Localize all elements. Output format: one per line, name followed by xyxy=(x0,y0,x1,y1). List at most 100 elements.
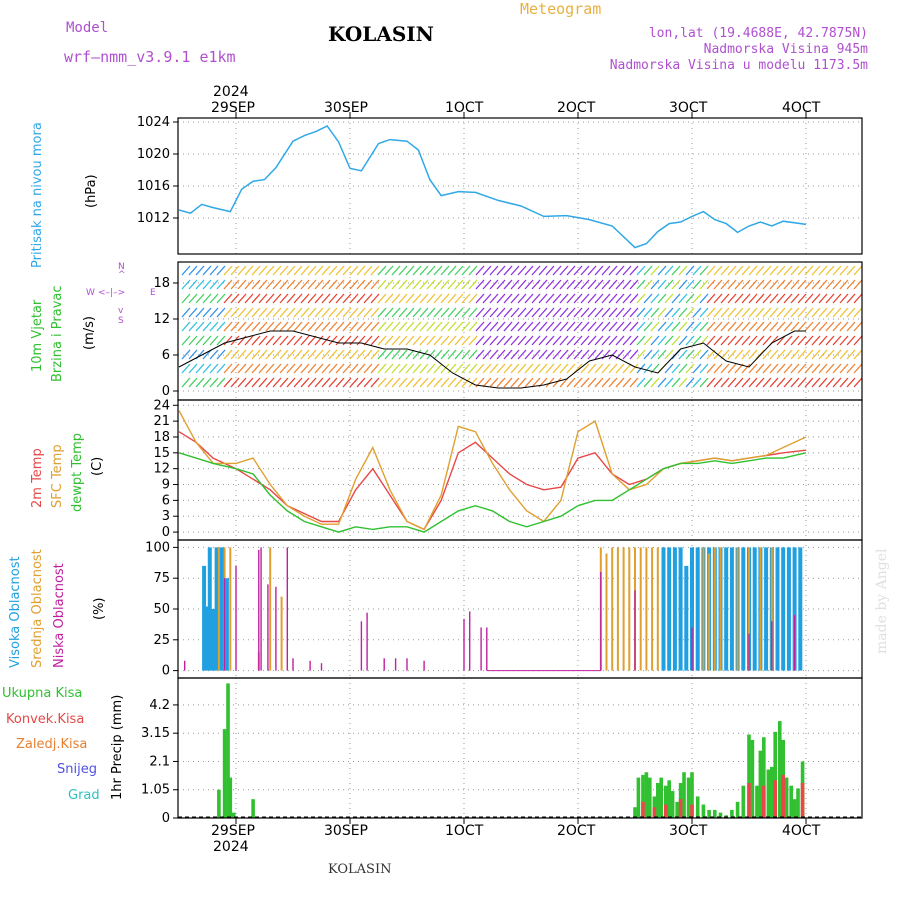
wind-barb xyxy=(412,377,422,388)
wind-barb xyxy=(580,265,590,276)
wind-barb xyxy=(846,335,856,346)
wind-barb xyxy=(783,307,793,318)
wind-barb xyxy=(832,377,842,388)
precip-conv-bar xyxy=(641,801,645,818)
wind-barb xyxy=(251,349,261,360)
wind-barb xyxy=(853,349,863,360)
precip-total-bar xyxy=(784,777,789,818)
wind-barb xyxy=(419,363,429,374)
wind-barb xyxy=(391,349,401,360)
wind-barb xyxy=(552,293,562,304)
cloud-high-bar xyxy=(224,578,229,671)
wind-barb xyxy=(230,363,240,374)
wind-barb xyxy=(853,265,863,276)
wind-barb xyxy=(286,377,296,388)
wind-barb xyxy=(727,279,737,290)
wind-barb xyxy=(363,377,373,388)
wind-barb xyxy=(762,321,772,332)
wind-barb xyxy=(608,349,618,360)
wind-barb xyxy=(503,293,513,304)
precip-total-bar xyxy=(228,777,233,818)
precip-total-bar xyxy=(675,801,679,818)
wind-barb xyxy=(615,265,625,276)
wind-barb xyxy=(209,279,219,290)
wind-barb xyxy=(398,279,408,290)
wind-barb xyxy=(503,363,513,374)
wind-barb xyxy=(776,349,786,360)
wind-barb xyxy=(685,335,695,346)
wind-barb xyxy=(741,265,751,276)
wind-barb xyxy=(580,279,590,290)
cloud-high-bar xyxy=(202,565,207,671)
ytick-label-pressure-2: 1020 xyxy=(137,147,170,162)
wind-barb xyxy=(447,265,457,276)
wind-barb xyxy=(748,363,758,374)
wind-barb xyxy=(538,349,548,360)
wind-barb xyxy=(846,307,856,318)
wind-barb xyxy=(440,335,450,346)
wind-barb xyxy=(356,293,366,304)
wind-barb xyxy=(335,279,345,290)
wind-barb xyxy=(720,377,730,388)
wind-barb xyxy=(454,335,464,346)
wind-barb xyxy=(447,279,457,290)
wind-barb xyxy=(846,265,856,276)
wind-barb xyxy=(629,363,639,374)
wind-barb xyxy=(706,335,716,346)
wind-barb xyxy=(734,307,744,318)
wind-barb xyxy=(188,265,198,276)
wind-barb xyxy=(825,307,835,318)
wind-barb xyxy=(559,293,569,304)
wind-barb xyxy=(769,363,779,374)
wind-barb xyxy=(727,349,737,360)
wind-barb xyxy=(251,363,261,374)
wind-barb xyxy=(783,265,793,276)
wind-barb xyxy=(825,363,835,374)
wind-barb xyxy=(664,321,674,332)
wind-barb xyxy=(461,293,471,304)
wind-barb xyxy=(349,363,359,374)
wind-barb xyxy=(419,265,429,276)
wind-barb xyxy=(447,377,457,388)
wind-barb xyxy=(643,377,653,388)
wind-barb xyxy=(335,363,345,374)
wind-barb xyxy=(727,335,737,346)
cloud-mid-bar xyxy=(645,547,648,671)
wind-barb xyxy=(223,335,233,346)
cloud-mid-bar xyxy=(759,547,762,671)
wind-barb xyxy=(559,377,569,388)
cloud-high-bar xyxy=(207,547,212,671)
wind-barb xyxy=(209,307,219,318)
wind-barb xyxy=(181,349,191,360)
wind-barb xyxy=(713,363,723,374)
cloud-low-bar xyxy=(383,658,385,671)
wind-barb xyxy=(636,335,646,346)
ytick-label-pressure-1: 1016 xyxy=(137,179,170,194)
wind-barb xyxy=(832,279,842,290)
wind-barb xyxy=(258,363,268,374)
wind-barb xyxy=(517,335,527,346)
wind-barb xyxy=(321,307,331,318)
wind-barb xyxy=(622,363,632,374)
cloud-low-bar xyxy=(406,658,408,671)
wind-barb xyxy=(531,363,541,374)
wind-barb xyxy=(272,321,282,332)
wind-barb xyxy=(321,363,331,374)
wind-barb xyxy=(489,377,499,388)
wind-barb xyxy=(496,363,506,374)
wind-barb xyxy=(363,293,373,304)
wind-barb xyxy=(755,335,765,346)
wind-barb xyxy=(314,377,324,388)
precip-total-bar xyxy=(750,739,755,818)
wind-barb xyxy=(545,321,555,332)
wind-barb xyxy=(594,321,604,332)
wind-barb xyxy=(671,265,681,276)
wind-barb xyxy=(734,265,744,276)
wind-barb xyxy=(314,363,324,374)
wind-barb xyxy=(440,321,450,332)
date-top-0: 29SEP xyxy=(211,100,255,116)
pressure-line xyxy=(178,125,807,249)
wind-barb xyxy=(706,363,716,374)
wind-barb xyxy=(447,293,457,304)
wind-barb xyxy=(566,321,576,332)
